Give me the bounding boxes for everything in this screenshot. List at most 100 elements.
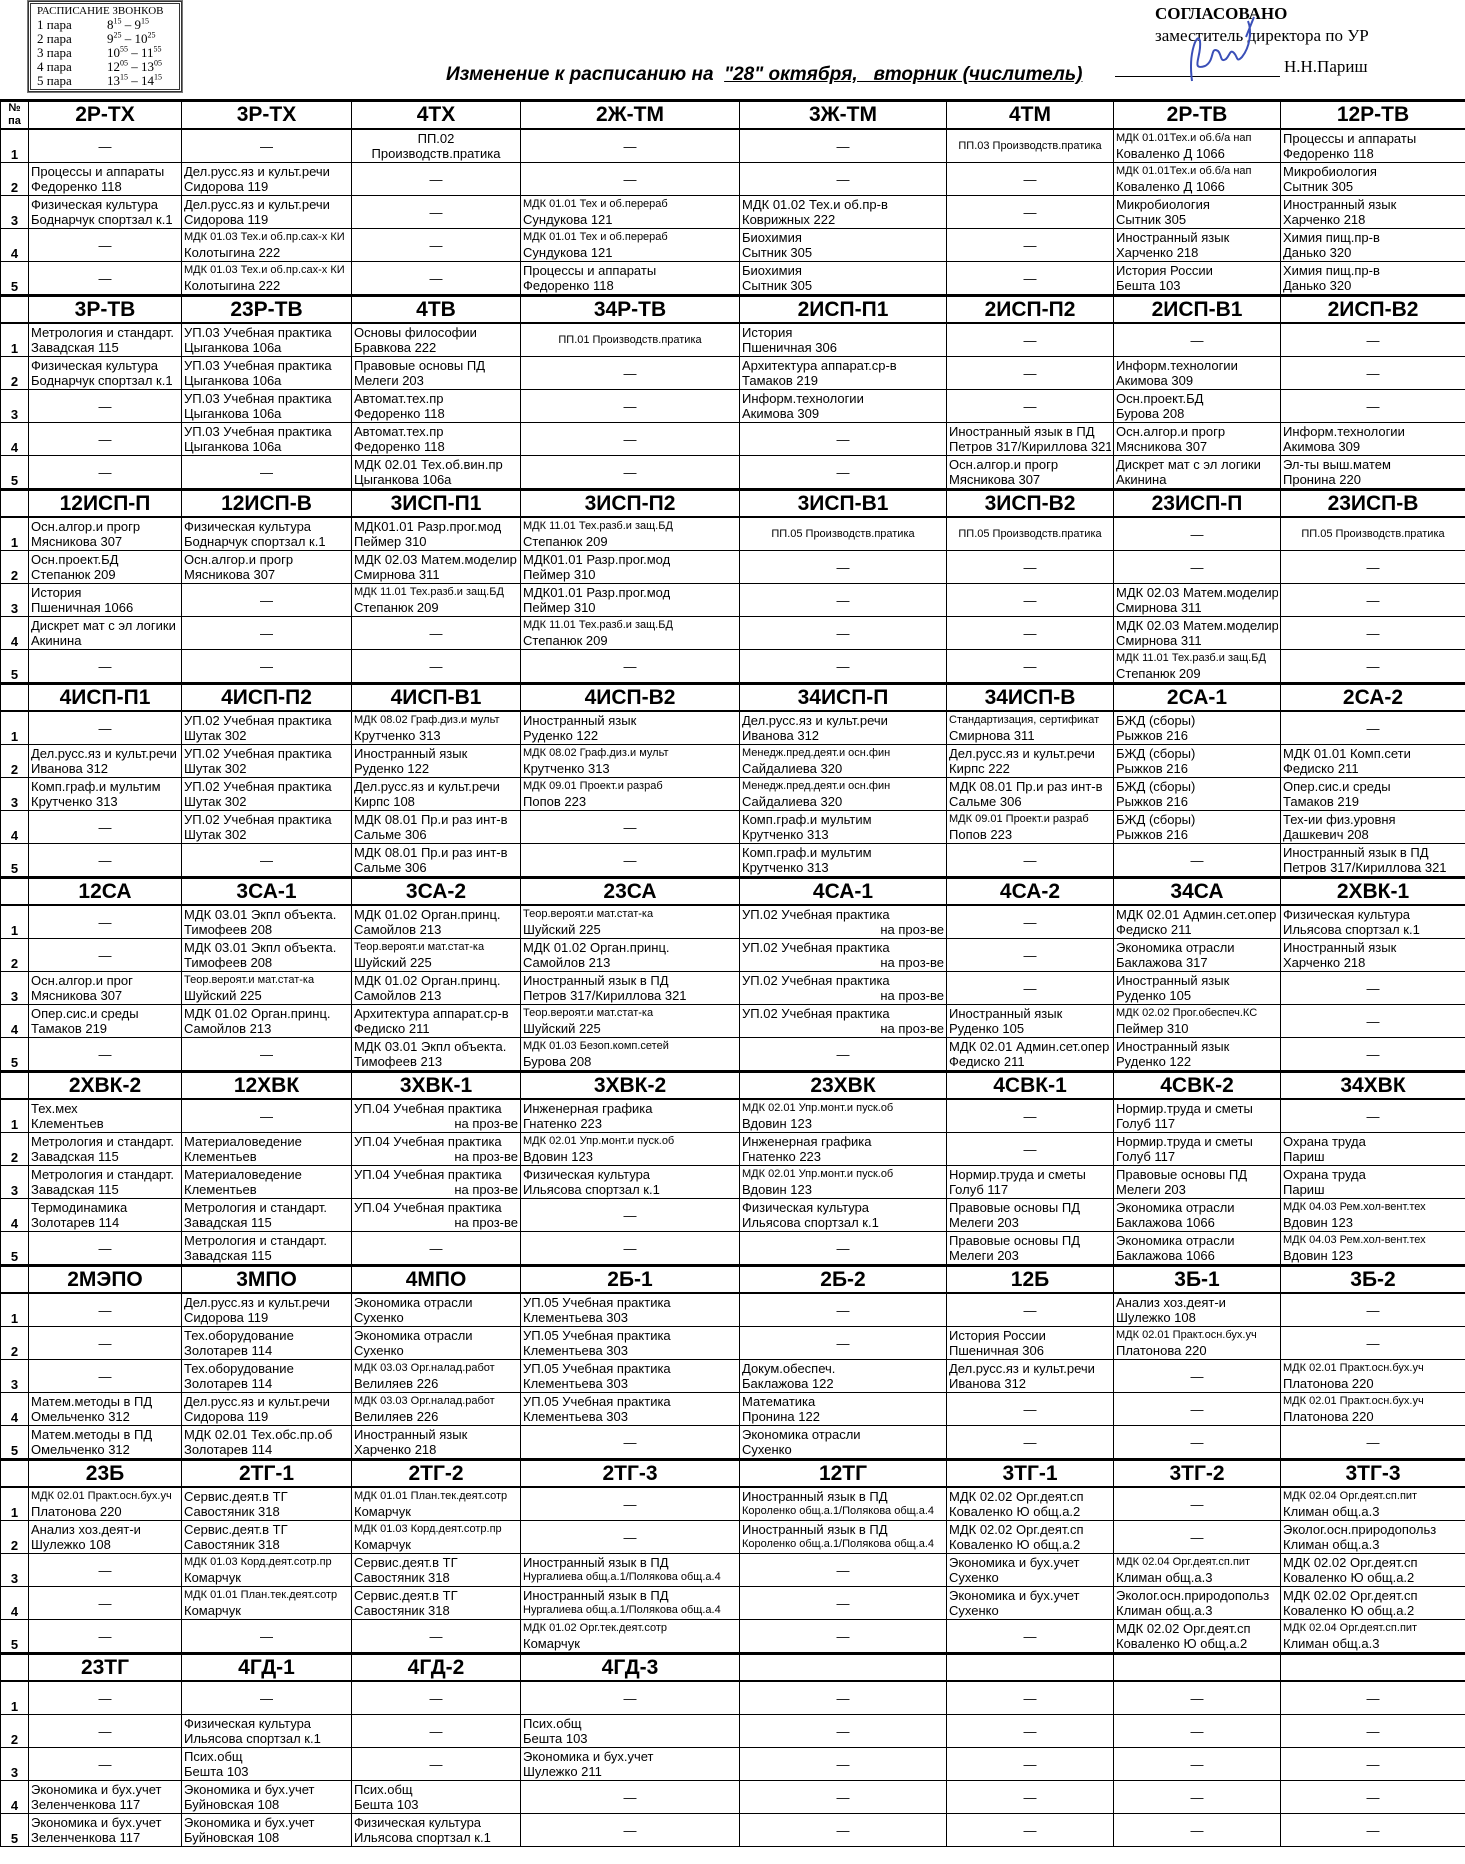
lesson-cell-empty: — bbox=[946, 1619, 1114, 1654]
lesson-cell-empty: — bbox=[351, 162, 521, 196]
lesson-teacher-room: Самойлов 213 bbox=[354, 988, 442, 1003]
lesson-teacher-room: Акимова 309 bbox=[1116, 373, 1194, 388]
lesson-subject: Стандартизация, сертификат bbox=[949, 714, 1100, 726]
group-name: 34СА bbox=[1113, 876, 1281, 906]
lesson-subject: МДК 02.02 Прог.обеспеч.КС bbox=[1116, 1007, 1258, 1019]
group-name: 3МПО bbox=[181, 1264, 352, 1294]
lesson-subject: Экономика отрасли bbox=[354, 1328, 473, 1343]
lesson-cell: Дел.русс.яз и культ.речи Кирпс 108 bbox=[351, 777, 521, 811]
lesson-teacher-room: Харченко 218 bbox=[354, 1442, 437, 1457]
lesson-subject: МДК 02.01 Тех.об.вин.пр bbox=[354, 457, 503, 472]
lesson-cell: МДК 02.02 Орг.деят.сп Коваленко Ю общ.а.2 bbox=[1280, 1586, 1465, 1620]
lesson-teacher-room: Коваленко Ю общ.а.2 bbox=[949, 1537, 1081, 1552]
lesson-teacher-room: Мелеги 203 bbox=[1116, 1182, 1186, 1197]
pair-number-header bbox=[0, 1458, 29, 1488]
lesson-subject: Тех-ии физ.уровня bbox=[1283, 812, 1396, 827]
lesson-cell: Иностранный язык Харченко 218 bbox=[1280, 938, 1465, 972]
approver-name: Н.Н.Париш bbox=[1284, 57, 1368, 76]
lesson-subject: Псих.общ bbox=[184, 1749, 243, 1764]
lesson-teacher-room: Голуб 117 bbox=[1116, 1116, 1176, 1131]
lesson-teacher-room: Платонова 220 bbox=[31, 1504, 122, 1519]
lesson-cell-empty: — bbox=[1113, 1520, 1281, 1554]
lesson-teacher-room: Бешта 103 bbox=[1116, 278, 1181, 293]
lesson-teacher-room: Смирнова 311 bbox=[949, 728, 1035, 743]
pair-number: 5 bbox=[0, 1231, 29, 1266]
group-name: 4ТВ bbox=[351, 294, 521, 324]
lesson-subject: МДК 11.01 Тех.разб.и защ.БД bbox=[523, 619, 673, 631]
lesson-subject: История России bbox=[949, 1328, 1046, 1343]
group-name: 34ИСП-В bbox=[946, 682, 1114, 712]
lesson-teacher-room: Золотарев 114 bbox=[184, 1376, 273, 1391]
lesson-subject: Нормир.труда и сметы bbox=[949, 1167, 1086, 1182]
group-name: 2СА-2 bbox=[1280, 682, 1465, 712]
lesson-subject: МДК 09.01 Проект.и разраб bbox=[949, 813, 1089, 825]
lesson-cell: МДК01.01 Разр.прог.мод Пеймер 310 bbox=[351, 516, 521, 551]
lesson-cell: МДК 01.02 Орг.тек.деят.сотр Комарчук bbox=[520, 1619, 740, 1654]
lesson-teacher-room: Степанюк 209 bbox=[31, 567, 116, 582]
lesson-cell: Иностранный язык в ПД Петров 317/Кириллов… bbox=[946, 422, 1114, 456]
lesson-cell: История России Пшеничная 306 bbox=[946, 1326, 1114, 1360]
lesson-cell: Осн.проект.БД Степанюк 209 bbox=[28, 550, 182, 584]
pair-number: 4 bbox=[0, 1004, 29, 1038]
end-minute: 55 bbox=[153, 44, 162, 54]
lesson-teacher-room: Иванова 312 bbox=[31, 761, 109, 776]
lesson-cell-empty: — bbox=[520, 1520, 740, 1554]
lesson-cell-empty: — bbox=[181, 1037, 352, 1072]
lesson-cell: МДК 01.03 Тех.и об.пр.сах-х КИ Колотыгина… bbox=[181, 261, 352, 296]
lesson-cell: Осн.алгор.и прог Мясникова 307 bbox=[28, 971, 182, 1005]
lesson-teacher-room: Попов 223 bbox=[523, 794, 587, 809]
end-minute: 15 bbox=[141, 16, 149, 26]
lesson-cell: МДК 02.02 Орг.деят.сп Коваленко Ю общ.а.2 bbox=[946, 1520, 1114, 1554]
lesson-cell: ПП.03 Производств.пратика bbox=[946, 128, 1114, 163]
lesson-cell-empty: — bbox=[28, 422, 182, 456]
lesson-subject: МДК 02.04 Орг.деят.сп.пит bbox=[1283, 1490, 1418, 1502]
lesson-subject: Эколог.осн.природопольз bbox=[1283, 1522, 1437, 1537]
group-name: 12Р-ТВ bbox=[1280, 99, 1465, 130]
lesson-cell: УП.02 Учебная практика Шутак 302 bbox=[181, 777, 352, 811]
lesson-cell-empty: — bbox=[520, 843, 740, 878]
group-name: 34ХВК bbox=[1280, 1070, 1465, 1100]
lesson-cell-empty: — bbox=[181, 1098, 352, 1133]
lesson-subject: Охрана труда bbox=[1283, 1134, 1366, 1149]
lesson-teacher-room: на проз-ве bbox=[880, 988, 944, 1003]
lesson-cell-empty: — bbox=[351, 1619, 521, 1654]
lesson-teacher-room: Савостяник 318 bbox=[184, 1537, 280, 1552]
lesson-cell-empty: — bbox=[520, 810, 740, 844]
lesson-cell: Экономика и бух.учет Зеленченкова 117 bbox=[28, 1780, 182, 1814]
lesson-cell: Термодинамика Золотарев 114 bbox=[28, 1198, 182, 1232]
lesson-teacher-room: Завадская 115 bbox=[31, 1149, 119, 1164]
group-name: 2ИСП-П2 bbox=[946, 294, 1114, 324]
lesson-subject: УП.05 Учебная практика bbox=[523, 1361, 671, 1376]
lesson-row: 2— Физическая культура Ильясова спортзал к… bbox=[0, 1714, 1465, 1748]
pair-number: 3 bbox=[0, 389, 29, 423]
start-minute: 25 bbox=[113, 30, 122, 40]
group-name: 23Р-ТВ bbox=[181, 294, 352, 324]
lesson-cell: МДК 02.01 Админ.сет.опер Федиско 211 bbox=[1113, 904, 1281, 939]
lesson-cell: Процессы и аппараты Федоренко 118 bbox=[28, 162, 182, 196]
lesson-cell: Иностранный язык Харченко 218 bbox=[1280, 195, 1465, 229]
lesson-subject: Экономика отрасли bbox=[1116, 940, 1235, 955]
pair-number: 2 bbox=[0, 550, 29, 584]
lesson-subject: Анализ хоз.деят-и bbox=[1116, 1295, 1226, 1310]
lesson-cell-empty: — bbox=[1280, 710, 1465, 745]
lesson-cell-empty: — bbox=[28, 128, 182, 163]
lesson-subject: МДК 08.01 Пр.и раз инт-в bbox=[354, 845, 508, 860]
lesson-subject: МДК 02.01 Практ.осн.бух.уч bbox=[1116, 1329, 1257, 1341]
lesson-row: 1 МДК 02.01 Практ.осн.бух.уч Платонова 220… bbox=[0, 1486, 1465, 1521]
pair-number: 5 bbox=[0, 843, 29, 878]
lesson-teacher-room: Ильясова спортзал к.1 bbox=[523, 1182, 660, 1197]
lesson-cell: Дел.русс.яз и культ.речи Иванова 312 bbox=[739, 710, 947, 745]
lesson-cell: Экономика отрасли Сухенко bbox=[351, 1326, 521, 1360]
lesson-teacher-room: Руденко 105 bbox=[1116, 988, 1192, 1003]
pair-number: 1 bbox=[0, 322, 29, 357]
lesson-subject: Дел.русс.яз и культ.речи bbox=[184, 164, 330, 179]
lesson-subject: Теор.вероят.и мат.стат-ка bbox=[184, 974, 315, 986]
lesson-cell: МДК 02.01 Упр.монт.и пуск.об Вдовин 123 bbox=[739, 1165, 947, 1199]
lesson-cell-empty: — bbox=[181, 583, 352, 617]
lesson-row: 4— МДК 01.03 Тех.и об.пр.сах-х КИ Колотыги… bbox=[0, 228, 1465, 262]
lesson-cell-empty: — bbox=[28, 810, 182, 844]
lesson-teacher-room: Климан общ.а.3 bbox=[1116, 1570, 1213, 1585]
lesson-teacher-room: Бешта 103 bbox=[184, 1764, 249, 1779]
lesson-row: 4 Матем.методы в ПД Омельченко 312 Дел.русс… bbox=[0, 1392, 1465, 1426]
lesson-teacher-room: Цыганкова 106а bbox=[184, 373, 282, 388]
